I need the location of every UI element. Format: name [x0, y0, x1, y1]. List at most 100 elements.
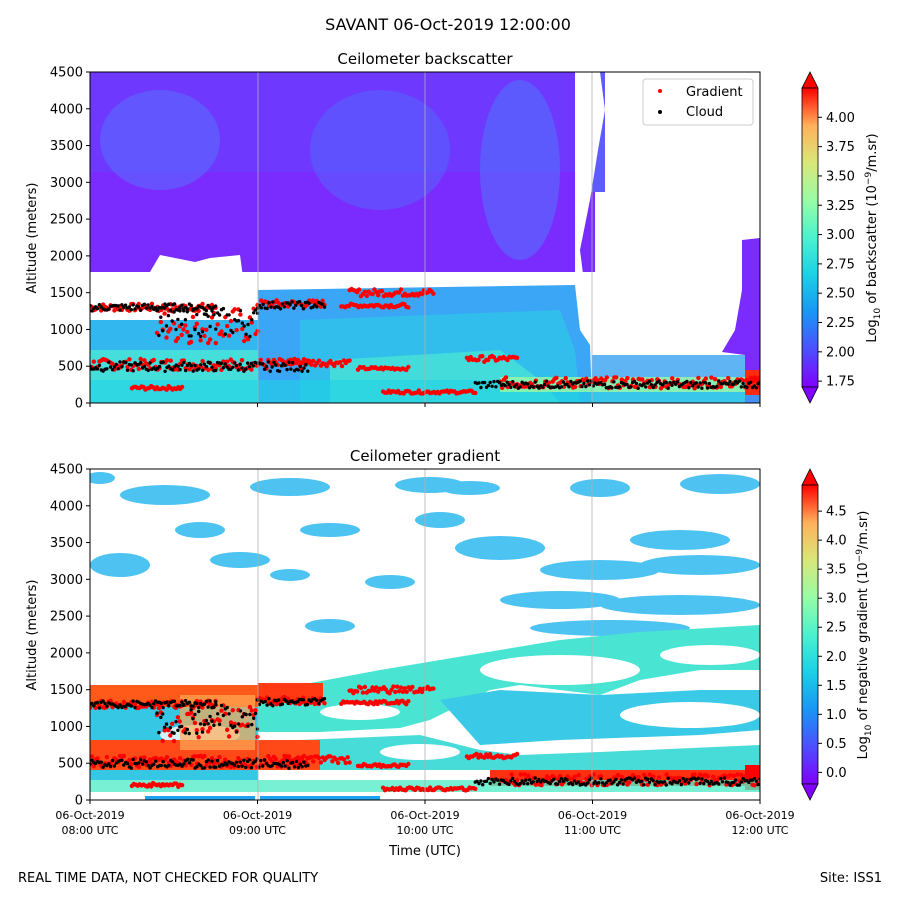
cloud-point: [197, 709, 201, 714]
gradient-point: [136, 764, 141, 769]
gradient-point: [194, 728, 199, 733]
cloud-point: [131, 699, 135, 703]
cloud-point: [214, 702, 218, 707]
cloud-point: [223, 332, 227, 336]
cloud-point: [264, 364, 269, 369]
gradient-point: [358, 685, 364, 691]
cloud-point: [250, 318, 254, 322]
cloud-point: [715, 384, 719, 388]
gradient-point: [337, 360, 343, 365]
gradient-point: [731, 773, 737, 778]
cloud-point: [559, 777, 564, 781]
gradient-point: [206, 367, 211, 373]
cloud-point: [726, 780, 730, 785]
cloud-point: [138, 308, 143, 312]
cloud-point: [647, 780, 652, 784]
cloud-point: [745, 385, 749, 390]
gradient-point: [249, 708, 254, 713]
cloud-point: [167, 302, 171, 306]
footer-quality-note: REAL TIME DATA, NOT CHECKED FOR QUALITY: [18, 871, 318, 886]
gradient-point: [491, 355, 497, 360]
cloud-point: [490, 777, 494, 782]
footer-site: Site: ISS1: [820, 871, 882, 886]
colorbar-tick-label: 1.0: [826, 708, 847, 723]
gradient-point: [110, 361, 115, 366]
gradient-point: [744, 378, 750, 383]
colorbar-tick-label: 4.00: [826, 111, 855, 126]
cloud-point: [709, 779, 713, 783]
gradient-point: [299, 756, 304, 761]
gradient-point: [183, 323, 188, 328]
cloud-point: [252, 311, 256, 315]
y-tick-label: 3500: [50, 139, 83, 154]
gradient-y-ticks: 0 500 1000 1500 2000 2500 3000 3500 4000 4500: [50, 463, 90, 809]
cloud-point: [152, 702, 156, 706]
cloud-point: [208, 714, 212, 719]
cloud-point: [176, 364, 180, 369]
colorbar-tick-label: 3.5: [826, 563, 847, 578]
cloud-point: [281, 760, 285, 765]
gradient-point: [149, 301, 155, 306]
cloud-point: [105, 704, 109, 708]
gradient-point: [202, 753, 207, 759]
gradient-x-ticks: 06-Oct-2019 08:00 UTC 06-Oct-2019 09:00 UTC…: [55, 800, 795, 837]
cloud-point: [490, 384, 494, 388]
x-tick-time: 08:00 UTC: [61, 824, 118, 837]
cloud-point: [681, 776, 685, 781]
gradient-point: [171, 738, 177, 744]
gradient-point: [219, 708, 224, 713]
gradient-point: [324, 364, 329, 369]
cloud-point: [265, 306, 269, 311]
gradient-point: [322, 701, 327, 706]
gradient-point: [395, 684, 400, 689]
cloud-point: [101, 699, 105, 703]
cloud-point: [511, 380, 515, 384]
y-tick-label: 3500: [50, 536, 83, 551]
cloud-point: [236, 319, 241, 323]
backscatter-x-ticks: [89, 403, 761, 407]
gradient-point: [185, 329, 190, 335]
cloud-point: [180, 322, 184, 326]
gradient-point: [175, 336, 181, 341]
cloud-point: [274, 363, 278, 367]
cloud-point: [704, 381, 708, 385]
cloud-point: [240, 366, 244, 370]
cloud-point: [290, 300, 294, 304]
cloud-point: [193, 712, 197, 717]
gradient-panel: Ceilometer gradient: [25, 447, 874, 859]
cloud-point: [234, 363, 239, 368]
cloud-point: [640, 779, 644, 783]
cloud-point: [520, 779, 524, 783]
cloud-point: [559, 385, 564, 389]
cloud-point: [507, 782, 511, 787]
cloud-point: [561, 779, 565, 783]
cloud-point: [170, 319, 174, 323]
gradient-point: [476, 357, 481, 363]
gradient-point: [200, 359, 205, 364]
cloud-point: [717, 379, 721, 383]
gradient-point: [391, 684, 396, 689]
cloud-point: [225, 763, 229, 767]
cloud-point: [197, 332, 201, 336]
cloud-point: [120, 303, 124, 307]
cloud-point: [584, 384, 588, 389]
cloud-point: [221, 713, 226, 718]
cloud-point: [247, 758, 252, 762]
cloud-point: [157, 333, 161, 338]
gradient-point: [347, 358, 352, 363]
cloud-point: [271, 300, 275, 304]
cloud-point: [705, 779, 710, 784]
legend-gradient-label: Gradient: [686, 85, 743, 100]
cloud-point: [162, 306, 167, 310]
cloud-point: [589, 379, 594, 383]
gradient-point: [273, 756, 278, 762]
cloud-point: [586, 379, 590, 383]
colorbar-tick-label: 4.5: [826, 505, 847, 520]
cloud-point: [217, 313, 222, 317]
cloud-point: [129, 308, 133, 312]
cloud-point: [479, 385, 483, 390]
colorbar-tick-label: 3.50: [826, 169, 855, 184]
cloud-point: [92, 704, 96, 708]
y-tick-label: 500: [58, 757, 83, 772]
cloud-point: [178, 367, 182, 372]
